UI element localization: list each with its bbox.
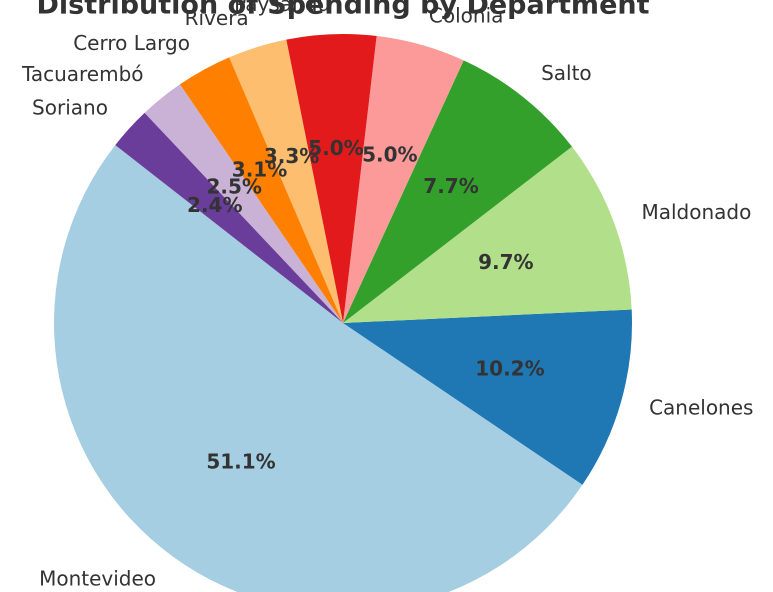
slice-label: Paysandú <box>234 0 330 16</box>
slice-label: Salto <box>541 61 592 85</box>
slice-label: Colonia <box>429 3 503 27</box>
labels: Montevideo 51.1% Canelones 10.2% Maldonado 9.… <box>21 0 754 591</box>
pie-slice <box>343 35 464 324</box>
value-label: 3.1% <box>232 158 287 182</box>
pie-slice <box>286 34 377 323</box>
pie-slice <box>343 146 632 323</box>
value-label: 2.5% <box>206 174 261 198</box>
value-label: 5.0% <box>308 136 363 160</box>
slice-label: Tacuarembó <box>21 62 144 86</box>
value-label: 10.2% <box>475 356 544 380</box>
slice-label: Canelones <box>649 395 753 419</box>
value-label: 5.0% <box>362 143 417 167</box>
pie-slice <box>144 84 343 323</box>
value-label: 2.4% <box>187 193 242 217</box>
pie-slice <box>343 309 632 485</box>
slice-label: Cerro Largo <box>73 31 190 55</box>
value-label: 51.1% <box>206 450 275 474</box>
value-label: 9.7% <box>478 250 533 274</box>
slice-label: Maldonado <box>641 200 751 224</box>
pie-slice <box>54 145 583 592</box>
pie-slice <box>229 39 343 324</box>
slice-label: Soriano <box>32 95 108 119</box>
pie <box>54 34 632 592</box>
value-label: 7.7% <box>423 174 478 198</box>
chart-title: Distribution of Spending by Department <box>36 0 649 21</box>
slice-label: Montevideo <box>39 567 156 591</box>
pie-slice <box>179 57 343 324</box>
value-label: 3.3% <box>264 144 319 168</box>
pie-slice <box>343 60 572 324</box>
pie-slice <box>115 112 343 323</box>
slice-label: Rivera <box>185 6 249 30</box>
